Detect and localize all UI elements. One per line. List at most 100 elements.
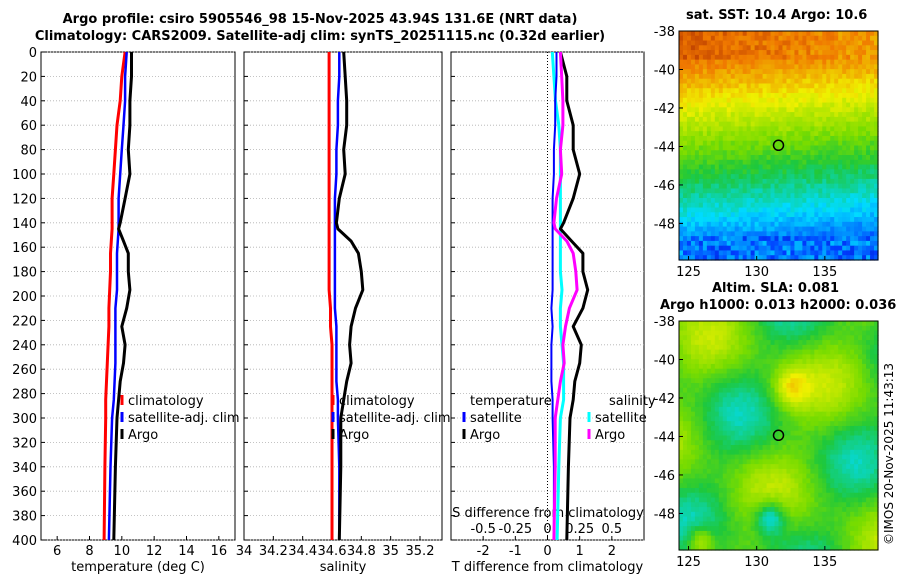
map-cell (802, 507, 807, 513)
map-cell (770, 178, 776, 185)
map-cell (698, 440, 704, 446)
map-cell (854, 183, 859, 190)
map-cell (826, 349, 831, 355)
map-cell (722, 473, 728, 480)
map-cell (750, 540, 756, 546)
map-cell (850, 97, 855, 104)
map-cell (734, 402, 740, 408)
map-cell (818, 344, 823, 351)
map-cell (798, 459, 803, 465)
map-cell (778, 516, 784, 522)
map-cell (778, 140, 784, 147)
map-cell (702, 464, 708, 470)
map-cell (810, 487, 815, 494)
map-cell (834, 430, 839, 437)
map-cell (682, 102, 688, 108)
map-cell (866, 416, 871, 422)
map-cell (698, 178, 704, 185)
map-cell (682, 221, 688, 228)
map-cell (770, 197, 776, 204)
map-cell (690, 217, 696, 223)
map-cell (702, 445, 708, 451)
map-cell (874, 454, 879, 460)
map-cell (746, 340, 752, 346)
map-cell (742, 507, 748, 513)
map-cell (786, 473, 792, 480)
map-cell (746, 406, 752, 413)
map-cell (838, 31, 843, 37)
map-cell (742, 416, 748, 422)
map-cell (766, 212, 772, 218)
map-cell (778, 73, 784, 80)
map-cell (798, 378, 803, 384)
map-cell (698, 330, 704, 336)
map-cell (874, 188, 879, 194)
map-cell (718, 93, 724, 99)
map-cell (810, 155, 815, 161)
map-cell (870, 392, 875, 398)
map-cell (734, 521, 740, 527)
map-cell (858, 193, 863, 199)
map-cell (854, 464, 859, 470)
map-cell (830, 78, 835, 85)
map-cell (698, 473, 704, 480)
map-cell (694, 387, 700, 394)
map-cell (682, 435, 688, 441)
map-cell (714, 250, 720, 256)
map-cell (714, 325, 720, 332)
map-cell (858, 183, 863, 190)
map-cell (714, 183, 720, 190)
map-cell (838, 349, 843, 355)
map-cell (874, 340, 879, 346)
map-cell (726, 507, 732, 513)
map-cell (838, 78, 843, 85)
map-cell (870, 121, 875, 128)
map-cell (846, 430, 851, 437)
map-cell (798, 411, 803, 418)
map-cell (742, 50, 748, 56)
map-cell (818, 240, 823, 247)
map-cell (774, 69, 780, 75)
x-tick-label: 34 (236, 544, 253, 559)
map-cell (794, 212, 799, 218)
map-cell (710, 502, 716, 508)
map-cell (766, 378, 772, 384)
map-cell (702, 340, 708, 346)
map-cell (682, 321, 688, 327)
map-cell (806, 516, 811, 522)
map-cell (766, 59, 772, 65)
map-cell (770, 245, 776, 252)
map-cell (686, 335, 692, 341)
map-cell (730, 197, 736, 204)
map-cell (702, 363, 708, 370)
map-cell (738, 363, 744, 370)
map-cell (806, 159, 811, 166)
map-cell (710, 530, 716, 537)
map-cell (806, 440, 811, 446)
map-cell (694, 526, 700, 532)
map-cell (682, 368, 688, 375)
map-cell (734, 226, 740, 232)
map-cell (734, 236, 740, 242)
map-cell (679, 511, 684, 518)
map-cell (846, 174, 851, 180)
map-cell (762, 383, 768, 389)
map-cell (750, 473, 756, 480)
map-cell (718, 231, 724, 237)
map-cell (679, 50, 684, 56)
map-cell (786, 354, 792, 360)
map-cell (730, 155, 736, 161)
map-cell (679, 430, 684, 437)
map-cell (758, 330, 764, 336)
map-cell (682, 516, 688, 522)
map-cell (786, 164, 792, 170)
map-cell (746, 483, 752, 489)
map-cell (842, 78, 847, 85)
map-cell (822, 440, 827, 446)
map-cell (806, 88, 811, 94)
map-cell (698, 31, 704, 37)
map-cell (818, 416, 823, 422)
map-cell (750, 145, 756, 151)
map-cell (810, 483, 815, 489)
map-cell (718, 392, 724, 398)
